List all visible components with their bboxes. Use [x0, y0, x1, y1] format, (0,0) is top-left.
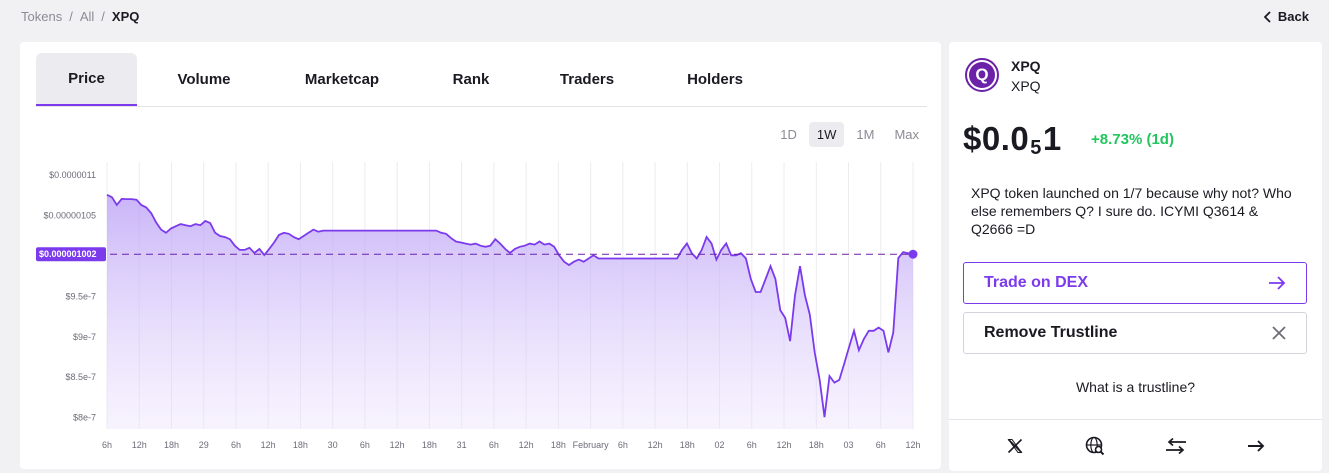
token-price: $0.051 — [963, 120, 1062, 160]
price-zero-count: 5 — [1030, 137, 1042, 159]
arrow-right-icon — [1269, 276, 1286, 290]
y-tick-label: $0.0000011 — [49, 170, 96, 180]
range-1d[interactable]: 1D — [780, 127, 797, 142]
chart-tabs: Price Volume Marketcap Rank Traders Hold… — [36, 53, 927, 107]
y-tick-label: $9.5e-7 — [65, 291, 96, 301]
tab-holders[interactable]: Holders — [687, 70, 743, 88]
trade-on-dex-button[interactable]: Trade on DEX — [963, 262, 1307, 304]
swap-icon[interactable] — [1161, 431, 1191, 461]
breadcrumb-tokens[interactable]: Tokens — [21, 9, 63, 24]
current-price-dot — [908, 249, 918, 259]
x-tick-label: 12h — [390, 440, 405, 450]
x-tick-label: February — [573, 440, 610, 450]
trade-label: Trade on DEX — [984, 274, 1089, 291]
range-1w[interactable]: 1W — [808, 122, 845, 147]
x-tick-label: 03 — [844, 440, 854, 450]
x-tick-label: 30 — [328, 440, 338, 450]
x-tick-label: 29 — [199, 440, 209, 450]
tab-volume[interactable]: Volume — [177, 70, 231, 88]
price-line — [106, 193, 914, 418]
token-panel: Q XPQ XPQ $0.051 +8.73% (1d) XPQ token l… — [949, 42, 1322, 471]
x-tick-label: 18h — [422, 440, 437, 450]
web-search-icon[interactable] — [1080, 431, 1110, 461]
x-tick-label: 6h — [618, 440, 628, 450]
x-tick-label: 12h — [261, 440, 276, 450]
remove-label: Remove Trustline — [984, 324, 1118, 341]
back-label: Back — [1277, 9, 1309, 24]
x-tick-label: 18h — [164, 440, 179, 450]
x-tick-label: 18h — [551, 440, 566, 450]
x-tick-label: 02 — [715, 440, 725, 450]
token-logo: Q — [965, 58, 999, 92]
x-tick-label: 6h — [231, 440, 241, 450]
arrow-right-icon[interactable] — [1241, 431, 1271, 461]
range-1m[interactable]: 1M — [856, 127, 875, 142]
close-icon — [1272, 326, 1286, 340]
range-max[interactable]: Max — [894, 127, 919, 142]
token-links-bar — [949, 419, 1322, 471]
breadcrumb: Tokens / All / XPQ — [21, 9, 139, 24]
x-tick-label: 18h — [680, 440, 695, 450]
what-is-trustline-link[interactable]: What is a trustline? — [1075, 379, 1196, 395]
price-suffix: 1 — [1042, 120, 1062, 157]
range-selector: 1D 1W 1M Max — [772, 122, 927, 147]
y-tick-label: $8e-7 — [73, 413, 96, 423]
y-tick-label: $0.00000105 — [43, 210, 96, 220]
token-symbol: XPQ — [1011, 58, 1041, 74]
x-tick-label: 18h — [809, 440, 824, 450]
x-tick-label: 6h — [876, 440, 886, 450]
x-tick-label: 6h — [489, 440, 499, 450]
remove-trustline-button[interactable]: Remove Trustline — [963, 312, 1307, 354]
x-tick-label: 6h — [102, 440, 112, 450]
x-tick-label: 12h — [777, 440, 792, 450]
token-header: Q XPQ XPQ — [965, 58, 1041, 97]
x-tick-label: 6h — [747, 440, 757, 450]
price-chart[interactable]: $0.0000011 $0.00000105 $9.5e-7 $9e-7 $8.5e-7… — [20, 42, 941, 469]
x-tick-label: 12h — [132, 440, 147, 450]
x-tick-label: 12h — [648, 440, 663, 450]
x-tick-label: 18h — [293, 440, 308, 450]
chart-card: Price Volume Marketcap Rank Traders Hold… — [20, 42, 941, 469]
back-button[interactable]: Back — [1263, 9, 1309, 24]
breadcrumb-all[interactable]: All — [79, 9, 95, 24]
tab-marketcap[interactable]: Marketcap — [304, 70, 380, 88]
x-tick-label: 31 — [457, 440, 467, 450]
breadcrumb-separator: / — [101, 9, 105, 24]
price-prefix: $0.0 — [963, 120, 1030, 157]
y-tick-label: $9e-7 — [73, 332, 96, 342]
current-price-label: $0.000001002 — [39, 249, 97, 259]
breadcrumb-current: XPQ — [111, 9, 140, 24]
chevron-left-icon — [1263, 10, 1271, 23]
price-change: +8.73% (1d) — [1091, 131, 1174, 148]
breadcrumb-separator: / — [69, 9, 73, 24]
x-tick-label: 12h — [905, 440, 920, 450]
tab-rank[interactable]: Rank — [452, 70, 490, 88]
x-tick-label: 12h — [519, 440, 534, 450]
x-twitter-icon[interactable] — [1000, 431, 1030, 461]
tab-traders[interactable]: Traders — [559, 70, 615, 88]
tab-price[interactable]: Price — [36, 53, 137, 106]
token-name: XPQ — [1011, 78, 1041, 94]
token-description: XPQ token launched on 1/7 because why no… — [971, 185, 1292, 237]
x-tick-label: 6h — [360, 440, 370, 450]
current-price-tag: $0.000001002 — [36, 247, 106, 262]
y-tick-label: $8.5e-7 — [65, 372, 96, 382]
price-area — [107, 194, 913, 429]
token-logo-letter: Q — [969, 62, 995, 88]
